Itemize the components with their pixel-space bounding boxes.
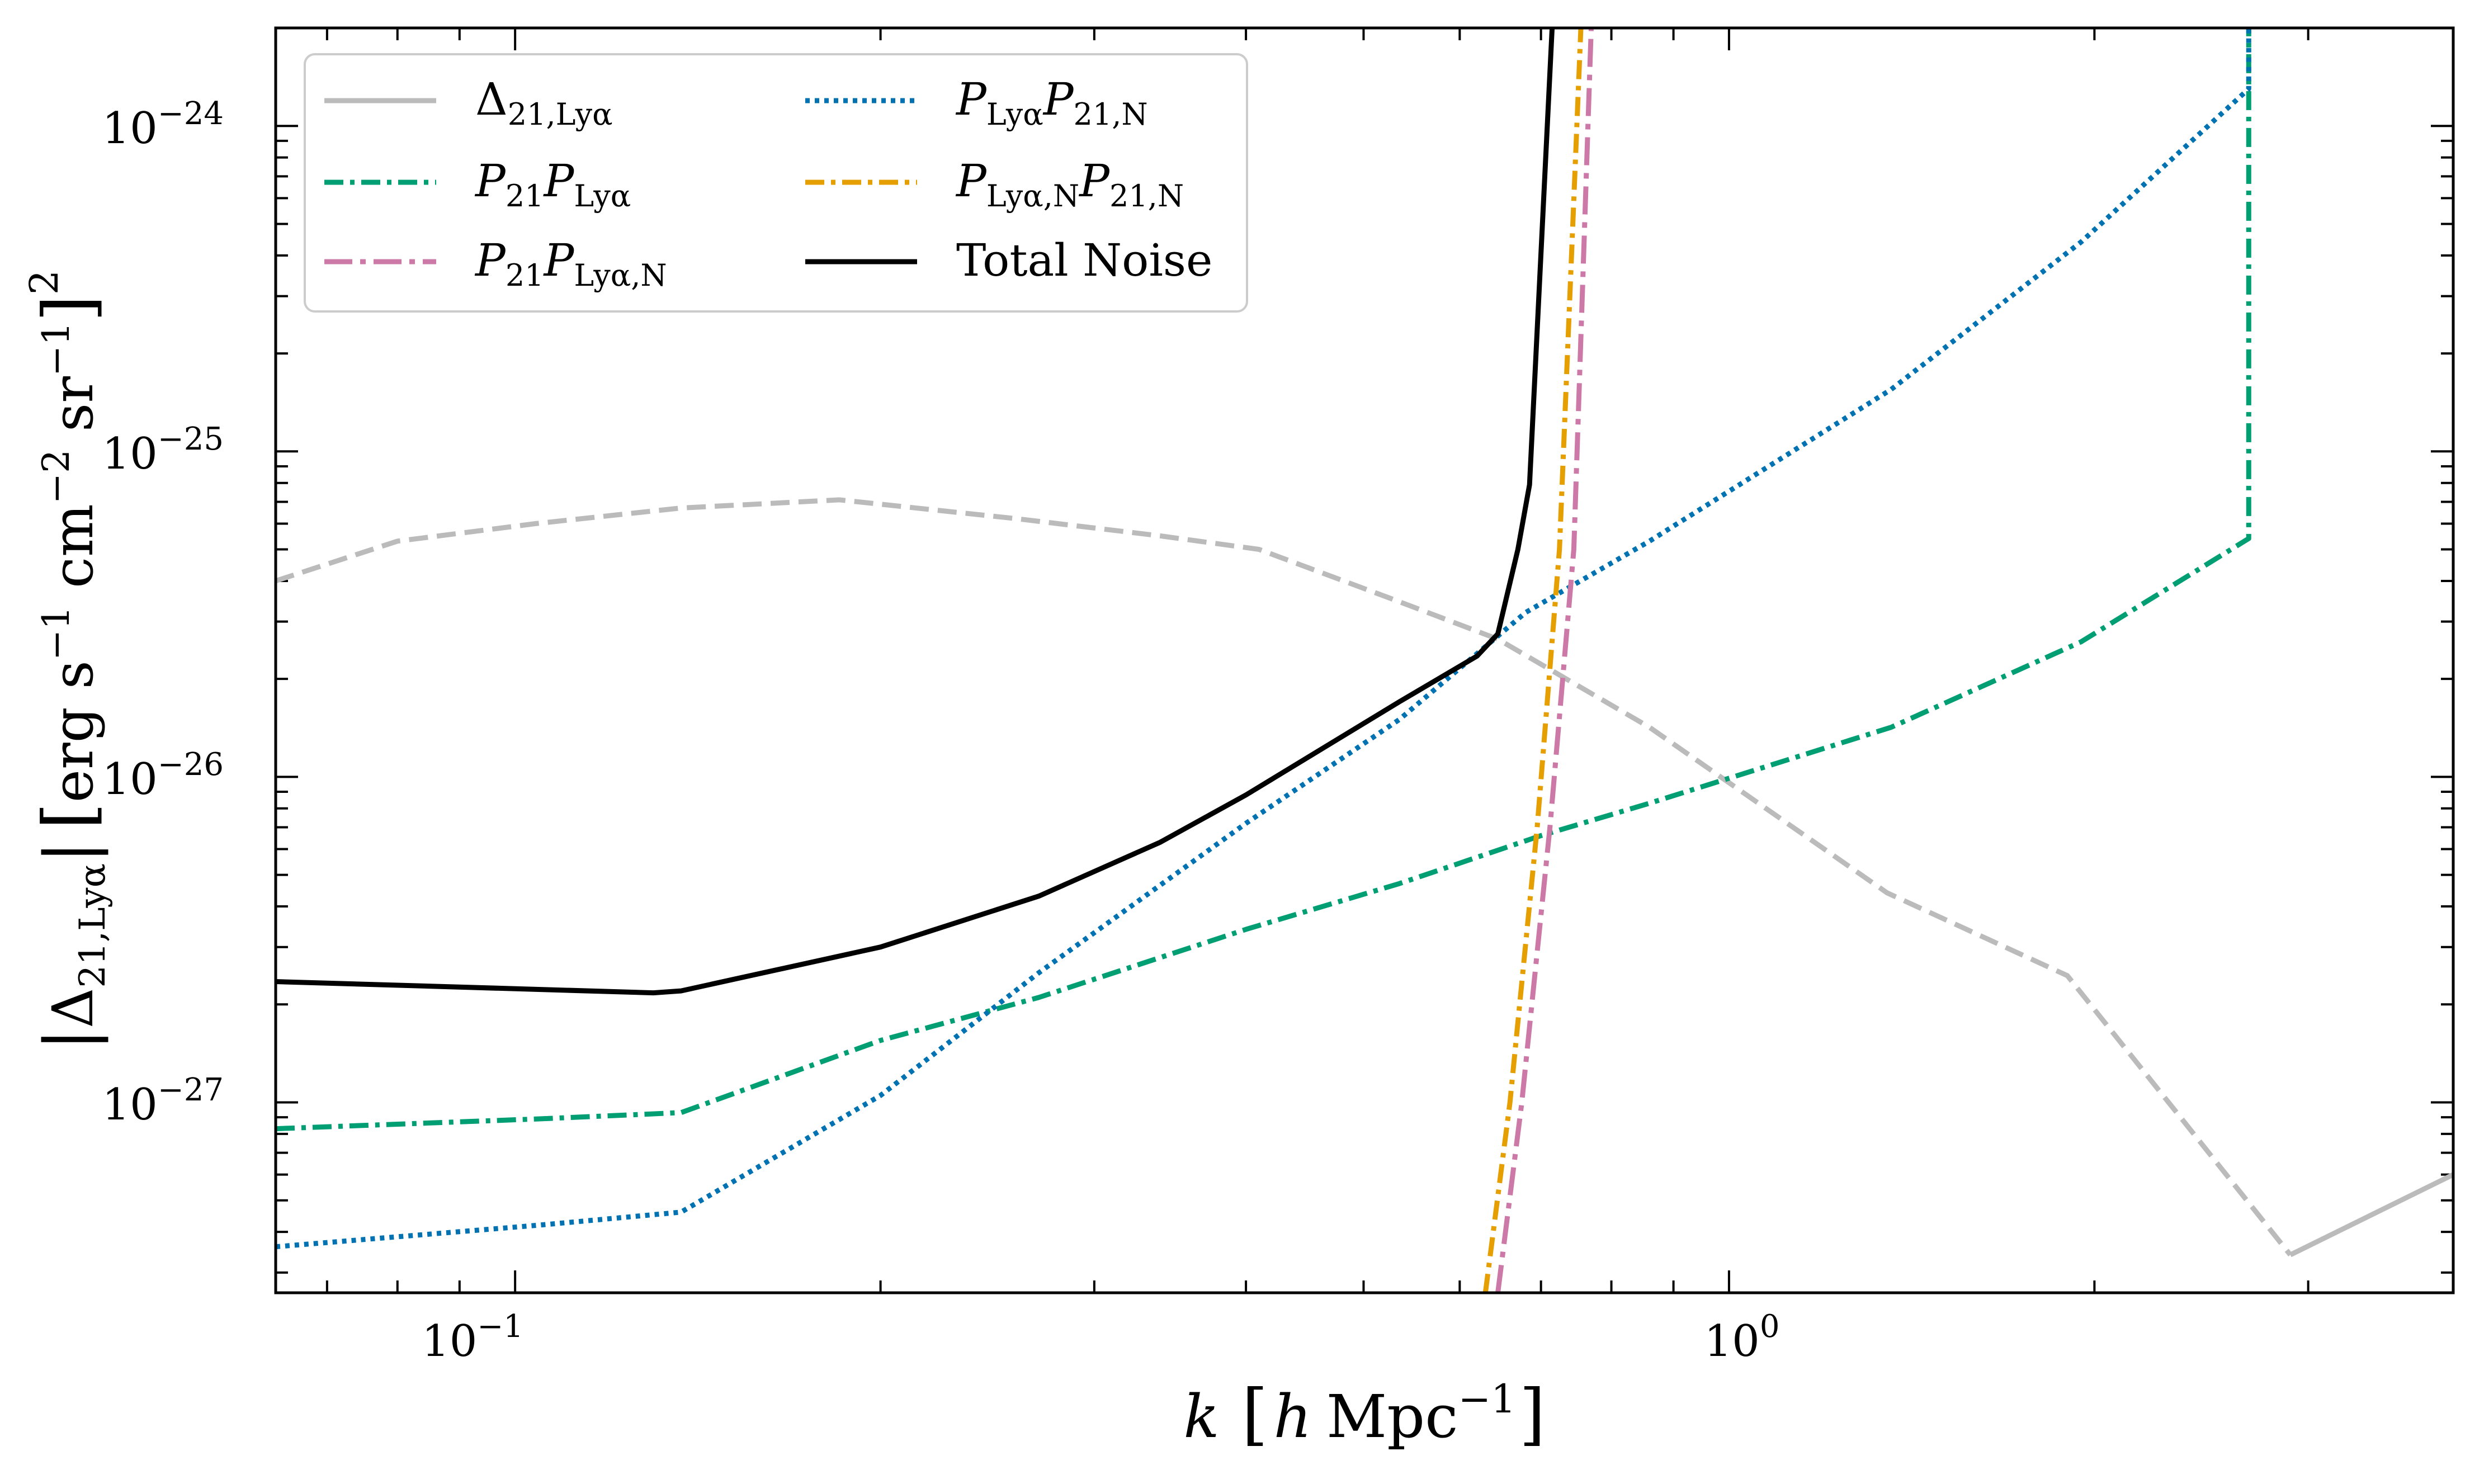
major-ticks	[276, 28, 2453, 1293]
legend-label-delta21lya: Δ21,Lyα	[475, 73, 613, 132]
legend-label-p21plyan: P21PLyα,N	[474, 234, 667, 293]
y-axis-label: |Δ21,Lyα|[erg s−1 cm−2 sr−1]2	[21, 270, 114, 1051]
series-line-delta21lya-1	[2289, 1172, 2453, 1258]
legend-label-plyap21n: PLyαP21,N	[955, 73, 1148, 132]
series-line-p21plyan	[1495, 28, 1594, 1293]
x-tick-label-1: 100	[1704, 1308, 1780, 1367]
x-axis-label: k [h Mpc−1]	[1183, 1376, 1545, 1453]
minor-ticks	[276, 27, 2453, 1293]
series-line-total	[276, 28, 1555, 996]
x-tick-label-0: 10−1	[422, 1308, 523, 1367]
y-tick-label-1: 10−26	[102, 746, 224, 805]
y-tick-label-0: 10−27	[102, 1072, 224, 1130]
legend-box	[304, 53, 1248, 313]
series-line-plyanp21n	[1482, 28, 1584, 1293]
series-line-p21plya	[276, 28, 2251, 1132]
plot-frame	[274, 26, 2455, 1294]
series-line-plyap21n	[276, 28, 2251, 1250]
y-tick-label-2: 10−25	[102, 421, 224, 479]
y-tick-label-3: 10−24	[102, 96, 224, 154]
legend-label-p21plya: P21PLyα	[474, 155, 631, 214]
legend: Δ21,Lyα P21PLyα P21PLyα,N PLyαP21,N PLyα…	[304, 53, 1248, 313]
series-layer	[276, 28, 2453, 1293]
legend-label-total: Total Noise	[956, 234, 1212, 286]
legend-label-plyanp21n: PLyα,NP21,N	[955, 155, 1184, 214]
series-line-delta21lya-0	[276, 497, 2293, 1257]
